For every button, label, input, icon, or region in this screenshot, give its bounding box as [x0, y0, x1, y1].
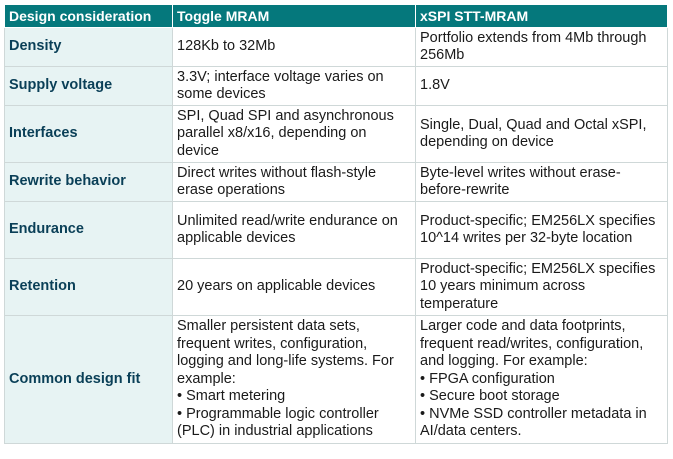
toggle-cell: 3.3V; interface voltage varies on some d… [172, 66, 416, 106]
cell-text: 3.3V; interface voltage varies on some d… [177, 68, 384, 103]
xspi-cell: Single, Dual, Quad and Octal xSPI, depen… [415, 105, 668, 163]
toggle-cell: Smaller persistent data sets, frequent w… [172, 315, 416, 444]
cell-text: Unlimited read/write endurance on applic… [177, 212, 398, 247]
comparison-table: Design consideration Toggle MRAM xSPI ST… [4, 4, 668, 444]
cell-text: Product-specific; EM256LX specifies 10^1… [420, 212, 656, 247]
row-label: Endurance [4, 201, 173, 259]
xspi-cell: Portfolio extends from 4Mb through 256Mb [415, 27, 668, 67]
row-label: Retention [4, 258, 173, 316]
cell-text: Larger code and data footprints, frequen… [420, 318, 644, 370]
row-label: Rewrite behavior [4, 162, 173, 202]
xspi-cell: 1.8V [415, 66, 668, 106]
toggle-cell: Direct writes without flash-style erase … [172, 162, 416, 202]
cell-text: 1.8V [420, 77, 450, 94]
table-row: Supply voltage 3.3V; interface voltage v… [4, 66, 668, 106]
bullet-item: • Programmable logic controller (PLC) in… [177, 405, 379, 440]
cell-text: Single, Dual, Quad and Octal xSPI, depen… [420, 116, 647, 151]
xspi-cell: Product-specific; EM256LX specifies 10^1… [415, 201, 668, 259]
bullet-item: • FPGA configuration [420, 370, 555, 387]
toggle-cell: Unlimited read/write endurance on applic… [172, 201, 416, 259]
cell-text: 20 years on applicable devices [177, 278, 376, 295]
bullet-item: • Secure boot storage [420, 388, 560, 405]
header-row: Design consideration Toggle MRAM xSPI ST… [4, 4, 668, 28]
toggle-cell: SPI, Quad SPI and asynchronous parallel … [172, 105, 416, 163]
table-row: Rewrite behavior Direct writes without f… [4, 162, 668, 202]
row-label: Interfaces [4, 105, 173, 163]
xspi-cell: Larger code and data footprints, frequen… [415, 315, 668, 444]
table-row: Density 128Kb to 32Mb Portfolio extends … [4, 27, 668, 67]
row-label: Supply voltage [4, 66, 173, 106]
header-toggle-mram: Toggle MRAM [172, 4, 416, 28]
table-row: Common design fit Smaller persistent dat… [4, 315, 668, 444]
cell-text: Direct writes without flash-style erase … [177, 164, 377, 199]
table-row: Retention 20 years on applicable devices… [4, 258, 668, 316]
bullet-item: • NVMe SSD controller metadata in AI/dat… [420, 405, 647, 440]
cell-text: Portfolio extends from 4Mb through 256Mb [420, 29, 647, 64]
header-design-consideration: Design consideration [4, 4, 173, 28]
cell-text: Product-specific; EM256LX specifies 10 y… [420, 260, 656, 312]
xspi-cell: Byte-level writes without erase-before-r… [415, 162, 668, 202]
header-xspi-stt-mram: xSPI STT-MRAM [415, 4, 668, 28]
row-label: Density [4, 27, 173, 67]
xspi-cell: Product-specific; EM256LX specifies 10 y… [415, 258, 668, 316]
table-row: Endurance Unlimited read/write endurance… [4, 201, 668, 259]
cell-text: 128Kb to 32Mb [177, 38, 276, 55]
cell-text: SPI, Quad SPI and asynchronous parallel … [177, 107, 394, 159]
toggle-cell: 20 years on applicable devices [172, 258, 416, 316]
row-label: Common design fit [4, 315, 173, 444]
cell-text: Smaller persistent data sets, frequent w… [177, 318, 394, 387]
table-row: Interfaces SPI, Quad SPI and asynchronou… [4, 105, 668, 163]
bullet-item: • Smart metering [177, 388, 286, 405]
toggle-cell: 128Kb to 32Mb [172, 27, 416, 67]
cell-text: Byte-level writes without erase-before-r… [420, 164, 621, 199]
